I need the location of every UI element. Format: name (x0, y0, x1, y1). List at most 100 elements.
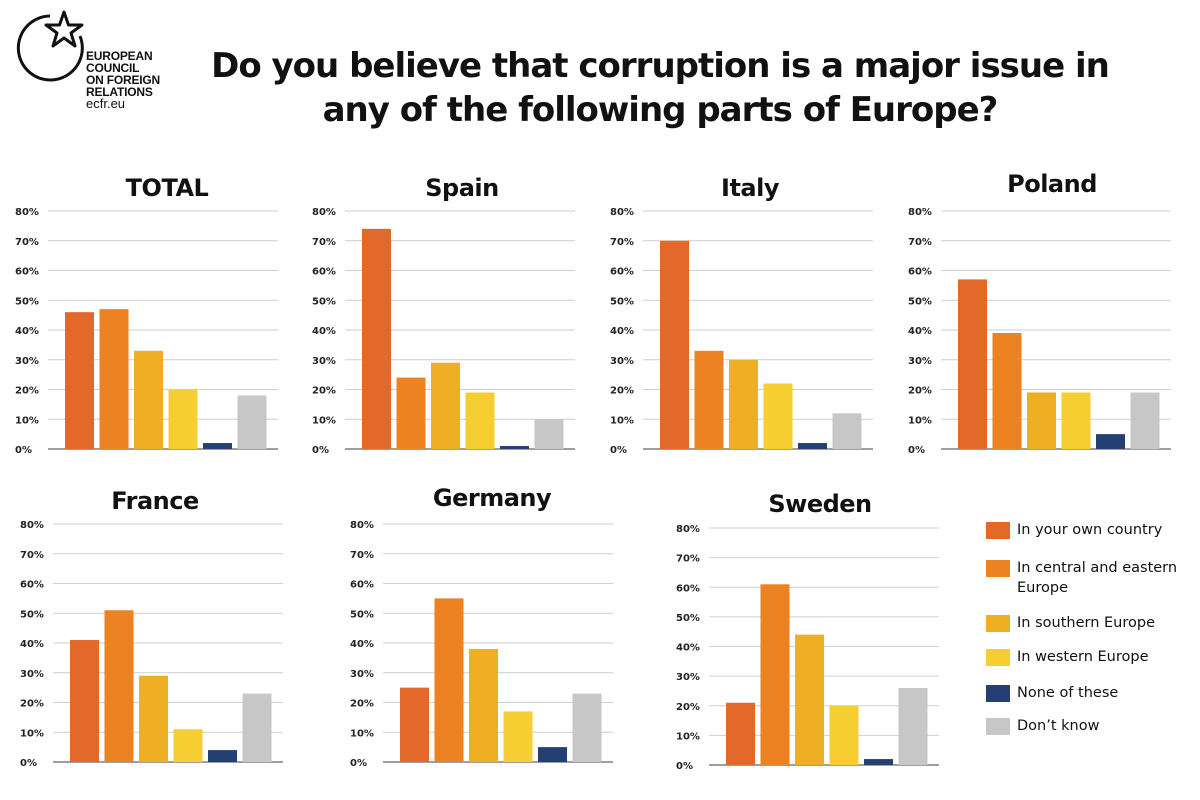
y-tick-label: 40% (312, 326, 336, 337)
bar (134, 350, 163, 449)
y-tick-label: 50% (908, 296, 932, 307)
bar (203, 443, 232, 449)
y-tick-label: 10% (908, 415, 932, 426)
bar (503, 711, 533, 762)
y-tick-label: 0% (312, 445, 329, 456)
legend-label: In central and eastern Europe (1017, 560, 1178, 596)
y-tick-label: 0% (20, 758, 37, 769)
y-tick-label: 80% (20, 520, 44, 531)
bar-chart-panel: Poland 0% 10% 20% 30% 40% 50% 60% 70% 80% (908, 170, 1171, 456)
legend-label: In western Europe (1017, 649, 1149, 665)
bar (798, 443, 827, 449)
y-tick-label: 40% (908, 326, 932, 337)
bar (396, 377, 426, 449)
y-tick-label: 80% (350, 520, 374, 531)
logo-text-line: RELATIONS (86, 85, 153, 99)
bar (1061, 392, 1091, 449)
bar (465, 392, 495, 449)
bar (958, 279, 987, 449)
y-tick-label: 10% (312, 415, 336, 426)
y-tick-label: 0% (610, 445, 627, 456)
legend-label: In your own country (1017, 522, 1163, 538)
y-tick-label: 0% (908, 445, 925, 456)
bar-chart-panel: TOTAL 0% 10% 20% 30% 40% 50% 60% 70% 80% (15, 174, 278, 456)
y-tick-label: 80% (610, 207, 634, 218)
y-tick-label: 80% (15, 207, 39, 218)
y-tick-label: 30% (15, 356, 39, 367)
y-tick-label: 50% (676, 613, 700, 624)
legend-label: Don’t know (1017, 718, 1100, 734)
y-tick-label: 40% (20, 639, 44, 650)
bar (1027, 392, 1056, 449)
bar (726, 702, 755, 765)
y-tick-label: 80% (908, 207, 932, 218)
y-tick-label: 60% (312, 267, 336, 278)
y-tick-label: 50% (350, 609, 374, 620)
y-tick-label: 70% (20, 550, 44, 561)
y-tick-label: 0% (676, 761, 693, 772)
bar (1096, 434, 1125, 449)
y-tick-label: 10% (350, 728, 374, 739)
bar (829, 705, 859, 765)
y-tick-label: 50% (610, 296, 634, 307)
y-tick-label: 80% (312, 207, 336, 218)
chart-title: Poland (1007, 170, 1097, 198)
y-tick-label: 50% (15, 296, 39, 307)
y-tick-label: 40% (350, 639, 374, 650)
bar (660, 240, 689, 449)
bar (431, 362, 460, 449)
bar-chart-panel: France 0% 10% 20% 30% 40% 50% 60% 70% 80% (20, 487, 283, 769)
bar (1130, 392, 1160, 449)
chart-title: France (111, 487, 199, 515)
page-title-line: Do you believe that corruption is a majo… (211, 46, 1110, 86)
y-tick-label: 60% (20, 580, 44, 591)
y-tick-label: 20% (20, 699, 44, 710)
page-title: Do you believe that corruption is a majo… (200, 44, 1120, 132)
bar (168, 389, 198, 449)
y-tick-label: 50% (312, 296, 336, 307)
y-tick-label: 30% (908, 356, 932, 367)
y-tick-label: 70% (312, 237, 336, 248)
logo-text-line: ON FOREIGN (86, 73, 161, 87)
legend-swatch (986, 560, 1010, 577)
bar (534, 419, 564, 449)
y-tick-label: 10% (15, 415, 39, 426)
bar (400, 687, 429, 762)
bar (70, 640, 99, 762)
y-tick-label: 40% (676, 643, 700, 654)
logo-text-line: EUROPEAN (86, 49, 153, 63)
bar (362, 228, 391, 449)
y-tick-label: 70% (350, 550, 374, 561)
bar (104, 610, 134, 762)
y-tick-label: 70% (15, 237, 39, 248)
bar (898, 687, 928, 765)
y-tick-label: 10% (20, 728, 44, 739)
y-tick-label: 70% (610, 237, 634, 248)
logo-url: ecfr.eu (86, 96, 126, 111)
page-title-line: any of the following parts of Europe? (322, 90, 999, 130)
bar (694, 350, 724, 449)
chart-title: Italy (721, 174, 780, 202)
bar (795, 634, 824, 765)
bar (65, 312, 94, 449)
y-tick-label: 0% (350, 758, 367, 769)
legend-swatch (986, 685, 1010, 702)
bar (729, 359, 758, 449)
y-tick-label: 20% (350, 699, 374, 710)
chart-title: Germany (433, 484, 552, 512)
y-tick-label: 10% (610, 415, 634, 426)
bar-chart-panel: Italy 0% 10% 20% 30% 40% 50% 60% 70% 80% (610, 174, 873, 456)
bar (208, 750, 237, 762)
y-tick-label: 30% (350, 669, 374, 680)
chart-title: Spain (425, 174, 498, 202)
y-tick-label: 60% (350, 580, 374, 591)
bar (139, 675, 168, 762)
logo-text-line: COUNCIL (86, 61, 140, 75)
legend-label: In southern Europe (1017, 615, 1155, 631)
y-tick-label: 30% (20, 669, 44, 680)
bar (242, 693, 272, 762)
y-tick-label: 70% (908, 237, 932, 248)
legend-swatch (986, 649, 1010, 666)
star-icon (16, 10, 84, 82)
